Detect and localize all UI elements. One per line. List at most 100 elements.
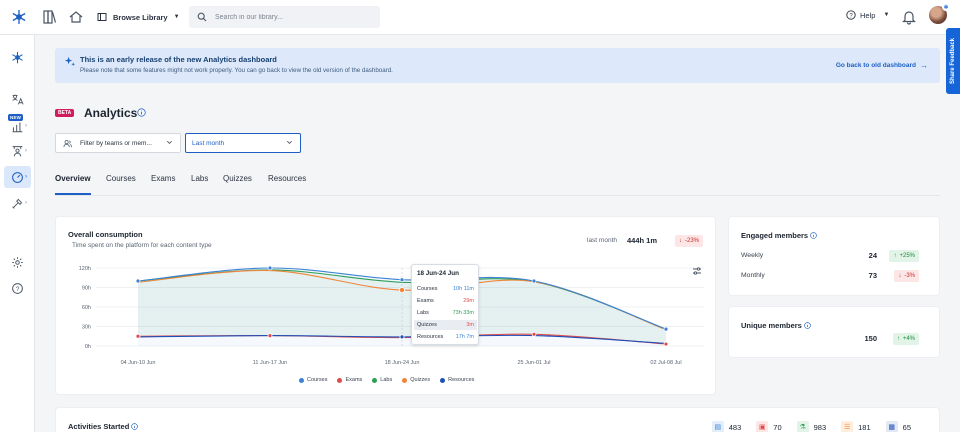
activity-stats: ▤ 483 ▣ 70 ⚗ 983 ☰ 181 ▦ 65 [711, 421, 911, 432]
team-filter-select[interactable]: Filter by teams or mem... [55, 133, 181, 153]
weekly-label: Weekly [741, 252, 764, 259]
old-dashboard-link[interactable]: Go back to old dashboard → [836, 61, 928, 70]
resource-icon: ▦ [885, 421, 898, 432]
sidebar-logo-icon[interactable] [4, 46, 31, 68]
data-point-courses [531, 278, 537, 284]
search-bar[interactable] [189, 6, 380, 28]
bar-chart-icon [12, 121, 23, 132]
beta-badge: BETA [55, 109, 75, 117]
legend-item-courses[interactable]: Courses [299, 377, 327, 383]
tooltip-row: Quizzes 3m [414, 320, 477, 330]
tab-courses[interactable]: Courses [106, 174, 136, 183]
activities-title: Activities Started [68, 422, 139, 431]
activity-stat-exams: ▣ 70 [756, 421, 782, 432]
tab-labs[interactable]: Labs [191, 174, 209, 183]
tooltip-value: 10h 11m [453, 286, 474, 292]
consumption-subtitle: Time spent on the platform for each cont… [72, 242, 212, 249]
tab-overview[interactable]: Overview [55, 174, 91, 183]
tooltip-value: 3m [466, 322, 474, 328]
weekly-value: 24 [868, 251, 877, 260]
y-tick-label: 0h [85, 344, 91, 350]
page-title: Analytics [84, 106, 138, 120]
tooltip-title: 18 Jun-24 Jun [417, 270, 459, 277]
unique-title: Unique members [741, 321, 811, 330]
quiz-icon: ☰ [841, 421, 854, 432]
tooltip-row: Resources 17h 7m [414, 332, 477, 342]
lab-icon: ⚗ [796, 421, 809, 432]
data-point-exams [267, 333, 273, 338]
tooltip-row: Courses 10h 11m [414, 284, 477, 294]
unique-change-badge: ↑ +4% [892, 333, 919, 345]
tooltip-label: Labs [417, 310, 429, 316]
course-icon: ▤ [711, 421, 724, 432]
early-release-banner: This is an early release of the new Anal… [55, 48, 940, 83]
sparkle-icon [64, 56, 75, 67]
overall-consumption-card: Overall consumption Time spent on the pl… [55, 216, 716, 395]
activity-count: 983 [813, 422, 827, 432]
chevron-down-icon: ▼ [883, 12, 890, 18]
weekly-change: +25% [899, 253, 915, 259]
library-icon[interactable] [42, 9, 58, 25]
activity-stat-courses: ▤ 483 [711, 421, 742, 432]
logo-icon[interactable] [11, 9, 27, 25]
chart-settings-icon[interactable] [692, 266, 702, 276]
arrow-up-icon: ↑ [896, 336, 900, 342]
sidebar-item-help[interactable]: ? [4, 277, 31, 299]
legend-item-resources[interactable]: Resources [440, 377, 474, 383]
info-icon[interactable] [137, 108, 146, 117]
sidebar-item-translate[interactable] [4, 88, 31, 110]
sidebar-item-analytics[interactable]: › [4, 115, 31, 137]
activity-count: 483 [728, 422, 742, 432]
info-icon[interactable] [804, 322, 811, 329]
team-filter-value: Filter by teams or mem... [80, 139, 152, 147]
monthly-label: Monthly [741, 272, 765, 279]
tooltip-row: Labs 73h 33m [414, 308, 477, 318]
activities-started-card: Activities Started ▤ 483 ▣ 70 ⚗ 983 ☰ 181 ▦ 6… [55, 407, 940, 432]
activities-title-text: Activities Started [68, 422, 130, 431]
tab-exams[interactable]: Exams [151, 174, 176, 183]
y-tick-label: 60h [82, 305, 91, 311]
tooltip-value: 29m [463, 298, 474, 304]
tooltip-value: 17h 7m [455, 334, 474, 340]
tooltip-row: Exams 29m [414, 296, 477, 306]
help-button[interactable]: ? Help ▼ [846, 10, 889, 20]
sidebar-item-dashboard[interactable]: › [4, 166, 31, 188]
arrow-down-icon: ↓ [898, 273, 902, 279]
monthly-value: 73 [868, 271, 877, 280]
legend-item-quizzes[interactable]: Quizzes [402, 377, 430, 383]
browse-library-button[interactable]: Browse Library ▼ [97, 9, 180, 25]
share-feedback-tab[interactable]: Share Feedback [946, 28, 960, 94]
browse-library-label: Browse Library [113, 12, 168, 22]
sidebar-item-teams[interactable]: › [4, 140, 31, 162]
consumption-line-chart: 120h 90h 60h 30h 0h 04 Jun-10 Jun 11 Jun-17 Ju… [79, 265, 704, 366]
tab-quizzes[interactable]: Quizzes [223, 174, 252, 183]
y-tick-label: 120h [79, 266, 91, 272]
sidebar-item-settings[interactable] [4, 251, 31, 273]
search-input[interactable] [215, 13, 365, 21]
info-icon[interactable] [810, 232, 817, 239]
activity-stat-resources: ▦ 65 [885, 421, 911, 432]
sidebar-item-tools[interactable]: › [4, 192, 31, 214]
unique-title-text: Unique members [741, 321, 802, 330]
info-icon[interactable] [131, 423, 139, 430]
bell-icon[interactable] [901, 9, 917, 25]
top-bar: Browse Library ▼ ? Help ▼ ✱ [0, 0, 960, 35]
avatar[interactable]: ✱ [929, 3, 950, 24]
help-icon: ? [12, 282, 23, 294]
chevron-down-icon [167, 140, 172, 144]
activity-stat-quizzes: ☰ 181 [841, 421, 871, 432]
banner-title: This is an early release of the new Anal… [80, 55, 277, 64]
tab-resources[interactable]: Resources [268, 174, 307, 183]
data-point-courses [135, 278, 141, 284]
sidebar: NEW › › › › ? [0, 35, 35, 432]
legend-item-labs[interactable]: Labs [372, 377, 392, 383]
chevron-right-icon: › [25, 123, 27, 129]
activity-count: 70 [773, 422, 782, 432]
banner-text: Please note that some features might not… [80, 67, 393, 74]
home-icon[interactable] [68, 9, 84, 25]
arrow-down-icon: ↓ [679, 238, 682, 244]
legend-item-exams[interactable]: Exams [337, 377, 362, 383]
date-range-select[interactable]: Last month [185, 133, 301, 153]
x-tick-label: 04 Jun-10 Jun [121, 360, 156, 366]
team-icon [12, 145, 23, 156]
